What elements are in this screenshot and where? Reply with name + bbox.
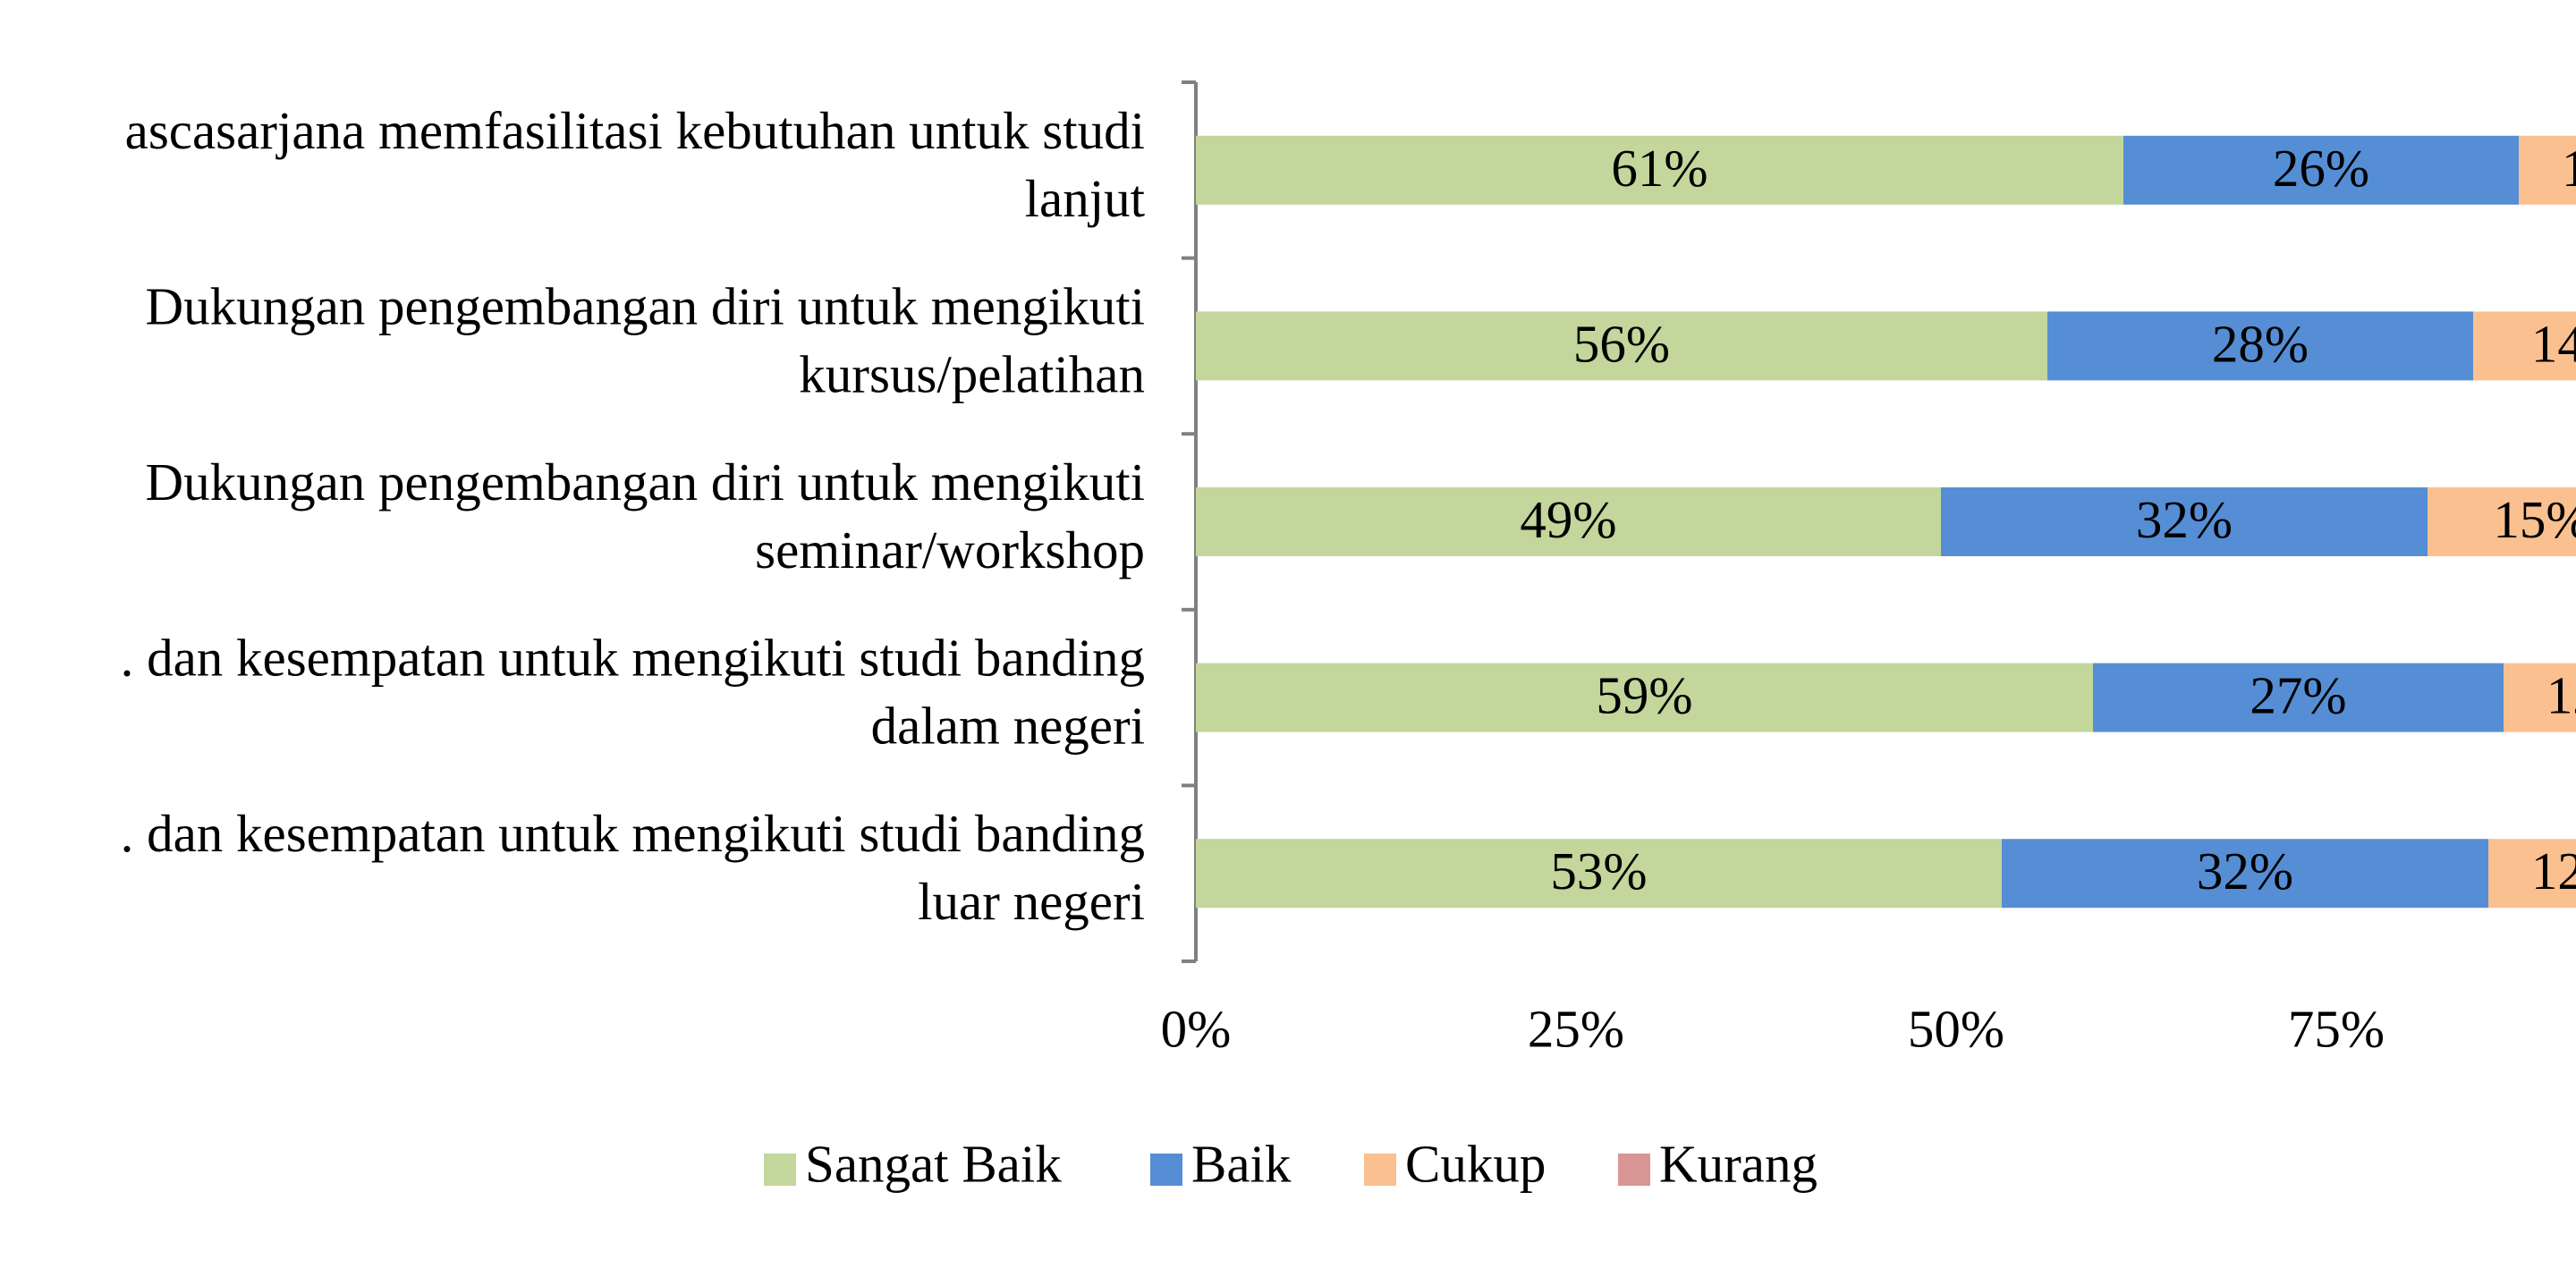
value-label: 14%	[2531, 314, 2576, 373]
legend-label: Sangat Baik	[805, 1135, 1062, 1194]
value-label: 28%	[2212, 314, 2309, 373]
legend-label: Kurang	[1659, 1135, 1818, 1194]
x-tick-label: 75%	[2288, 1000, 2385, 1059]
value-label: 32%	[2197, 841, 2293, 900]
bar-segment	[1196, 487, 1941, 556]
bar-segment	[2047, 311, 2473, 381]
value-label: 12%	[2546, 666, 2576, 725]
value-label: 12%	[2562, 139, 2576, 198]
value-label: 53%	[1550, 841, 1647, 900]
category-label: seminar/workshop	[755, 520, 1145, 579]
value-label: 15%	[2493, 490, 2576, 549]
category-label: luar negeri	[918, 872, 1145, 931]
category-label: . dan kesempatan untuk mengikuti studi b…	[121, 804, 1145, 863]
category-label: ascasarjana memfasilitasi kebutuhan untu…	[125, 101, 1145, 160]
bar-segment	[1196, 663, 2093, 732]
legend-swatch	[1618, 1154, 1650, 1186]
category-label: lanjut	[1025, 169, 1146, 228]
value-label: 49%	[1520, 490, 1616, 549]
category-label: kursus/pelatihan	[799, 344, 1145, 403]
value-label: 59%	[1596, 666, 1692, 725]
category-label: . dan kesempatan untuk mengikuti studi b…	[121, 629, 1145, 688]
bar-segment	[2123, 135, 2519, 205]
value-label: 56%	[1573, 314, 1670, 373]
legend-swatch	[1150, 1154, 1182, 1186]
bar-segment	[2504, 663, 2576, 732]
x-tick-label: 25%	[1528, 1000, 1624, 1059]
category-label: Dukungan pengembangan diri untuk mengiku…	[145, 452, 1145, 511]
value-label: 27%	[2250, 666, 2346, 725]
legend-swatch	[764, 1154, 796, 1186]
x-tick-label: 50%	[1908, 1000, 2004, 1059]
bar-segment	[1196, 135, 2123, 205]
bar-segment	[2488, 839, 2576, 909]
value-label: 61%	[1611, 139, 1707, 198]
bar-segment	[2428, 487, 2576, 556]
bar-segment	[1941, 487, 2428, 556]
bar-segment	[2473, 311, 2576, 381]
legend-label: Baik	[1191, 1135, 1292, 1194]
x-tick-label: 0%	[1161, 1000, 1232, 1059]
legend-swatch	[1364, 1154, 1396, 1186]
category-label: dalam negeri	[871, 697, 1145, 756]
bar-segment	[1196, 839, 2002, 909]
legend-label: Cukup	[1405, 1135, 1546, 1194]
bar-segment	[2093, 663, 2504, 732]
bar-segment	[1196, 311, 2047, 381]
value-label: 12%	[2531, 841, 2576, 900]
bar-segment	[2519, 135, 2576, 205]
value-label: 26%	[2273, 139, 2369, 198]
value-label: 32%	[2136, 490, 2233, 549]
category-label: Dukungan pengembangan diri untuk mengiku…	[145, 276, 1145, 335]
bar-segment	[2002, 839, 2488, 909]
